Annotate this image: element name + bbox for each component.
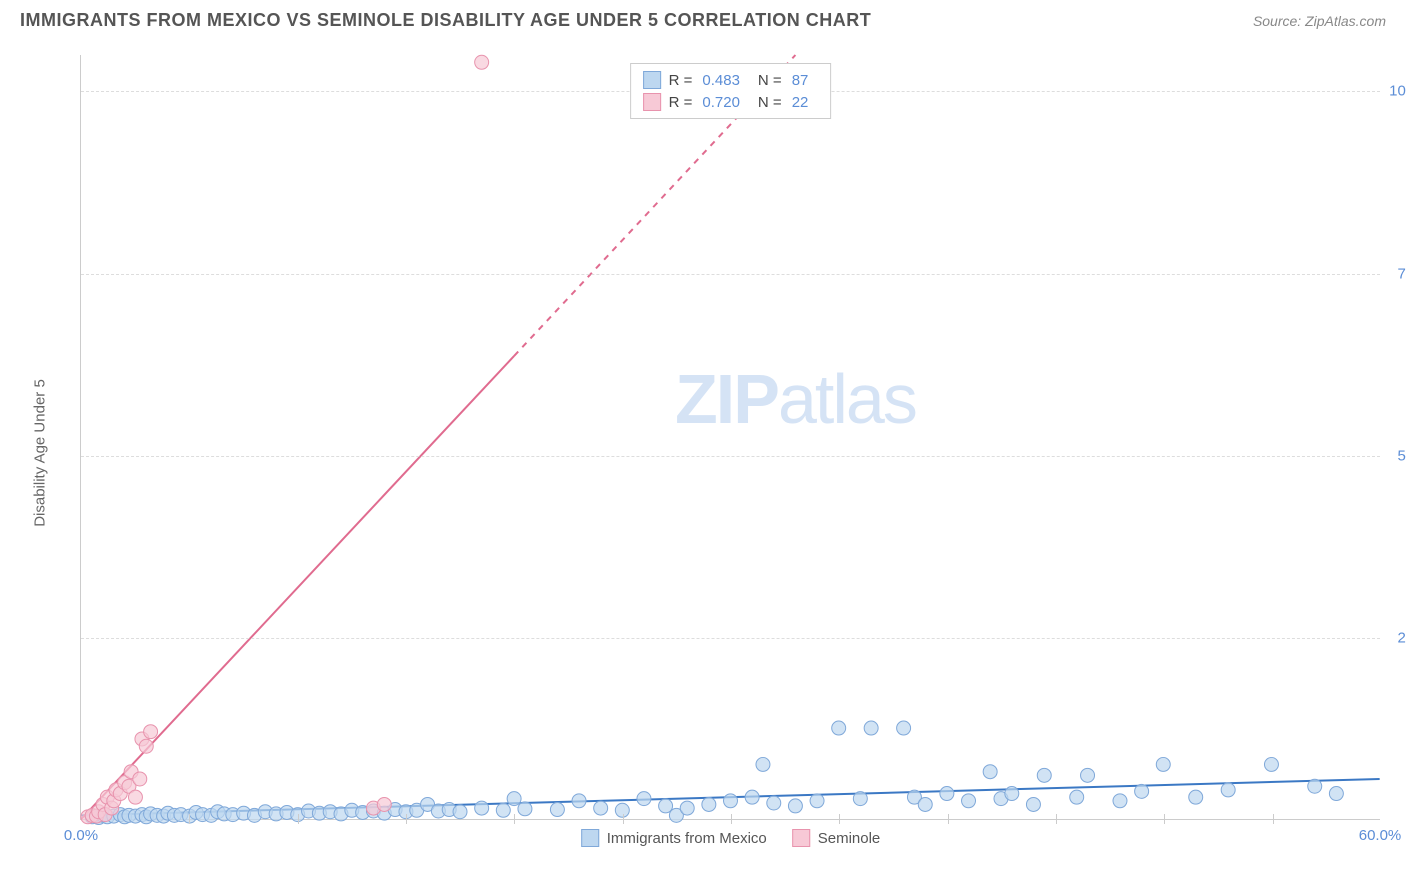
gridline bbox=[81, 638, 1380, 639]
data-point bbox=[756, 757, 770, 771]
legend-series-label: Immigrants from Mexico bbox=[607, 830, 767, 847]
x-tick-mark bbox=[514, 814, 515, 824]
data-point bbox=[139, 739, 153, 753]
legend-swatch bbox=[643, 71, 661, 89]
y-tick-label: 100.0% bbox=[1385, 83, 1406, 100]
legend-swatch bbox=[581, 829, 599, 847]
y-tick-label: 50.0% bbox=[1385, 447, 1406, 464]
data-point bbox=[745, 790, 759, 804]
data-point bbox=[767, 796, 781, 810]
x-axis-max-label: 60.0% bbox=[1359, 827, 1402, 844]
data-point bbox=[1135, 784, 1149, 798]
data-point bbox=[897, 721, 911, 735]
x-tick-mark bbox=[189, 814, 190, 824]
data-point bbox=[680, 801, 694, 815]
data-point bbox=[144, 725, 158, 739]
data-point bbox=[594, 801, 608, 815]
legend-n-value: 22 bbox=[792, 94, 809, 111]
legend-swatch bbox=[643, 93, 661, 111]
data-point bbox=[1037, 768, 1051, 782]
data-point bbox=[918, 797, 932, 811]
data-point bbox=[702, 797, 716, 811]
data-point bbox=[810, 794, 824, 808]
x-tick-mark bbox=[1273, 814, 1274, 824]
data-point bbox=[864, 721, 878, 735]
legend-stat-row: R = 0.483 N = 87 bbox=[643, 69, 819, 91]
legend-series-item: Seminole bbox=[792, 829, 881, 847]
legend-r-value: 0.720 bbox=[702, 94, 740, 111]
x-tick-mark bbox=[731, 814, 732, 824]
legend-n-label: N = bbox=[758, 72, 782, 89]
data-point bbox=[853, 792, 867, 806]
chart-container: Disability Age Under 5 ZIPatlas R = 0.48… bbox=[50, 55, 1390, 850]
data-point bbox=[962, 794, 976, 808]
data-point bbox=[377, 797, 391, 811]
legend-r-label: R = bbox=[669, 72, 693, 89]
data-point bbox=[507, 792, 521, 806]
data-point bbox=[1005, 787, 1019, 801]
data-point bbox=[1264, 757, 1278, 771]
legend-n-label: N = bbox=[758, 94, 782, 111]
legend-series-label: Seminole bbox=[818, 830, 881, 847]
data-point bbox=[475, 55, 489, 69]
data-point bbox=[475, 801, 489, 815]
data-point bbox=[940, 787, 954, 801]
legend-r-label: R = bbox=[669, 94, 693, 111]
gridline bbox=[81, 274, 1380, 275]
data-point bbox=[496, 803, 510, 817]
x-tick-mark bbox=[1164, 814, 1165, 824]
y-tick-label: 75.0% bbox=[1385, 265, 1406, 282]
legend-series: Immigrants from Mexico Seminole bbox=[581, 829, 881, 847]
legend-swatch bbox=[792, 829, 810, 847]
data-point bbox=[128, 790, 142, 804]
data-point bbox=[1070, 790, 1084, 804]
data-point bbox=[1081, 768, 1095, 782]
legend-stats: R = 0.483 N = 87 R = 0.720 N = 22 bbox=[630, 63, 832, 119]
data-point bbox=[133, 772, 147, 786]
legend-r-value: 0.483 bbox=[702, 72, 740, 89]
scatter-svg bbox=[81, 55, 1380, 819]
x-tick-mark bbox=[948, 814, 949, 824]
data-point bbox=[983, 765, 997, 779]
legend-stat-row: R = 0.720 N = 22 bbox=[643, 91, 819, 113]
chart-title: IMMIGRANTS FROM MEXICO VS SEMINOLE DISAB… bbox=[20, 10, 871, 31]
data-point bbox=[1113, 794, 1127, 808]
x-tick-mark bbox=[406, 814, 407, 824]
data-point bbox=[832, 721, 846, 735]
x-tick-mark bbox=[1056, 814, 1057, 824]
x-tick-mark bbox=[839, 814, 840, 824]
data-point bbox=[1221, 783, 1235, 797]
data-point bbox=[572, 794, 586, 808]
y-axis-label: Disability Age Under 5 bbox=[32, 379, 49, 527]
data-point bbox=[637, 792, 651, 806]
legend-series-item: Immigrants from Mexico bbox=[581, 829, 767, 847]
data-point bbox=[1156, 757, 1170, 771]
source-attribution: Source: ZipAtlas.com bbox=[1253, 13, 1386, 29]
data-point bbox=[1026, 797, 1040, 811]
plot-area: ZIPatlas R = 0.483 N = 87 R = 0.720 N = … bbox=[80, 55, 1380, 820]
data-point bbox=[724, 794, 738, 808]
data-point bbox=[1329, 787, 1343, 801]
x-axis-min-label: 0.0% bbox=[64, 827, 98, 844]
y-tick-label: 25.0% bbox=[1385, 629, 1406, 646]
gridline bbox=[81, 456, 1380, 457]
data-point bbox=[518, 802, 532, 816]
data-point bbox=[550, 803, 564, 817]
data-point bbox=[1308, 779, 1322, 793]
data-point bbox=[788, 799, 802, 813]
x-tick-mark bbox=[298, 814, 299, 824]
x-tick-mark bbox=[623, 814, 624, 824]
data-point bbox=[1189, 790, 1203, 804]
data-point bbox=[453, 805, 467, 819]
legend-n-value: 87 bbox=[792, 72, 809, 89]
